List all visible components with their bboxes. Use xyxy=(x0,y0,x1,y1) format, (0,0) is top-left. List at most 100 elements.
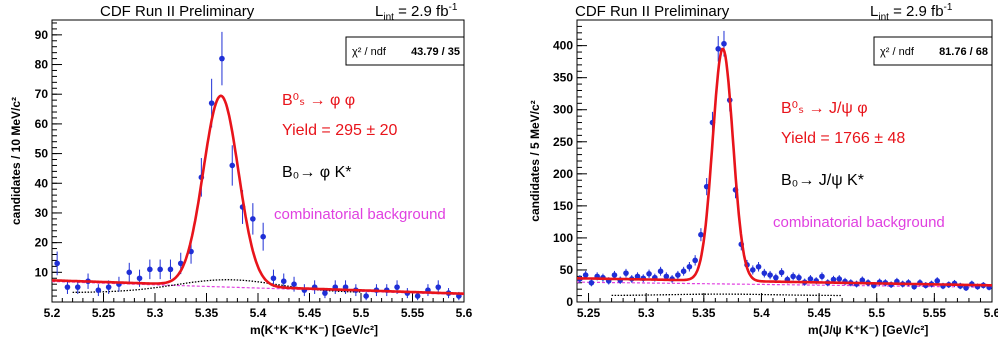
y-tick-label: 400 xyxy=(553,39,573,53)
data-point xyxy=(663,273,670,280)
yield-label: Yield = 1766 ± 48 xyxy=(781,130,905,147)
data-point xyxy=(657,268,664,275)
x-tick-label: 5.6 xyxy=(984,306,998,320)
luminosity-label: Lint = 2.9 fb-1 xyxy=(375,2,458,23)
data-point xyxy=(177,260,184,267)
x-tick-label: 5.25 xyxy=(577,306,601,320)
y-tick-label: 350 xyxy=(553,71,573,85)
data-point xyxy=(414,293,421,299)
data-point xyxy=(105,284,112,290)
data-point xyxy=(634,273,641,280)
x-tick-label: 5.35 xyxy=(195,306,219,320)
chi2-value: 81.76 / 68 xyxy=(939,46,988,58)
x-tick-label: 5.4 xyxy=(753,306,770,320)
data-point xyxy=(147,266,153,273)
data-point xyxy=(790,273,796,280)
data-point xyxy=(934,278,941,284)
data-point xyxy=(394,284,400,290)
data-point xyxy=(270,275,277,282)
data-point xyxy=(136,275,143,282)
y-tick-label: 0 xyxy=(566,295,573,309)
data-point xyxy=(715,46,722,52)
x-axis-label: m(K⁺K⁻K⁺K⁻) [GeV/c²] xyxy=(250,323,378,337)
data-point xyxy=(796,274,802,281)
y-tick-label: 50 xyxy=(35,147,49,161)
x-tick-label: 5.5 xyxy=(353,306,370,320)
data-point xyxy=(761,270,768,276)
y-tick-label: 200 xyxy=(553,167,573,181)
x-tick-label: 5.2 xyxy=(44,306,61,320)
data-point xyxy=(582,272,589,278)
x-tick-label: 5.45 xyxy=(807,306,831,320)
luminosity-label: Lint = 2.9 fb-1 xyxy=(870,2,953,23)
chi2-label: χ² / ndf xyxy=(352,46,387,58)
data-point xyxy=(859,277,866,284)
data-point xyxy=(95,287,102,293)
y-tick-label: 40 xyxy=(35,176,49,190)
b0-background-label: B₀→ φ K* xyxy=(282,164,351,181)
data-point xyxy=(698,231,704,238)
y-tick-label: 80 xyxy=(35,58,49,72)
chi2-box xyxy=(345,36,465,66)
y-tick-label: 30 xyxy=(35,206,49,220)
data-point xyxy=(778,269,785,276)
y-tick-label: 100 xyxy=(553,231,573,245)
data-point xyxy=(773,274,779,281)
data-point xyxy=(749,267,756,273)
chart-left-svg: CDF Run II Preliminary Lint = 2.9 fb-1 χ² … xyxy=(9,2,473,337)
y-tick-label: 150 xyxy=(553,199,573,213)
decay-label: B⁰ₛ → J/ψ φ xyxy=(781,100,868,117)
data-point xyxy=(64,284,71,290)
data-point xyxy=(680,268,687,275)
data-point xyxy=(830,276,837,283)
data-point xyxy=(755,263,762,270)
data-point xyxy=(435,284,442,290)
data-point xyxy=(219,55,225,62)
y-tick-label: 70 xyxy=(35,87,49,101)
data-point xyxy=(291,281,297,287)
data-point xyxy=(74,284,81,290)
data-point xyxy=(721,40,727,47)
chart-right-svg: CDF Run II Preliminary Lint = 2.9 fb-1 χ² … xyxy=(528,2,998,337)
data-point xyxy=(588,279,595,286)
y-tick-label: 50 xyxy=(560,263,574,277)
data-point xyxy=(675,272,681,278)
decay-label: B⁰ₛ → φ φ xyxy=(282,92,355,109)
x-tick-label: 5.6 xyxy=(456,306,473,320)
y-tick-label: 300 xyxy=(553,103,573,117)
chart-header: CDF Run II Preliminary xyxy=(100,3,255,20)
y-axis-label: candidates / 5 MeV/c² xyxy=(528,100,542,221)
data-point xyxy=(646,271,652,277)
data-point xyxy=(280,278,287,285)
fit-curve xyxy=(577,47,992,287)
y-tick-label: 20 xyxy=(35,236,49,250)
data-point xyxy=(836,276,843,282)
data-point xyxy=(229,162,236,169)
x-tick-label: 5.3 xyxy=(638,306,655,320)
data-point xyxy=(623,270,629,276)
x-tick-label: 5.5 xyxy=(868,306,885,320)
combinatorial-background-curve xyxy=(577,281,993,288)
yield-label: Yield = 295 ± 20 xyxy=(282,122,397,139)
data-point xyxy=(611,272,618,278)
b0-reflection-curve xyxy=(72,279,361,294)
y-axis-label: candidates / 10 MeV/c² xyxy=(9,97,23,225)
x-tick-label: 5.45 xyxy=(298,306,322,320)
data-point xyxy=(767,272,773,278)
fit-curve xyxy=(51,94,464,295)
y-tick-label: 250 xyxy=(553,135,573,149)
chi2-label: χ² / ndf xyxy=(880,46,915,58)
x-tick-label: 5.55 xyxy=(923,306,947,320)
b0-background-label: B₀→ J/ψ K* xyxy=(781,172,864,189)
data-point xyxy=(963,285,969,291)
data-point xyxy=(126,269,133,276)
data-point xyxy=(686,263,693,270)
combinatorial-background-curve xyxy=(51,280,465,296)
data-point xyxy=(250,216,256,222)
combinatorial-background-label: combinatorial background xyxy=(773,214,945,231)
x-tick-label: 5.55 xyxy=(401,306,425,320)
chi2-value: 43.79 / 35 xyxy=(411,46,460,58)
data-point xyxy=(54,260,60,267)
data-point xyxy=(157,266,163,273)
data-point xyxy=(260,233,266,240)
